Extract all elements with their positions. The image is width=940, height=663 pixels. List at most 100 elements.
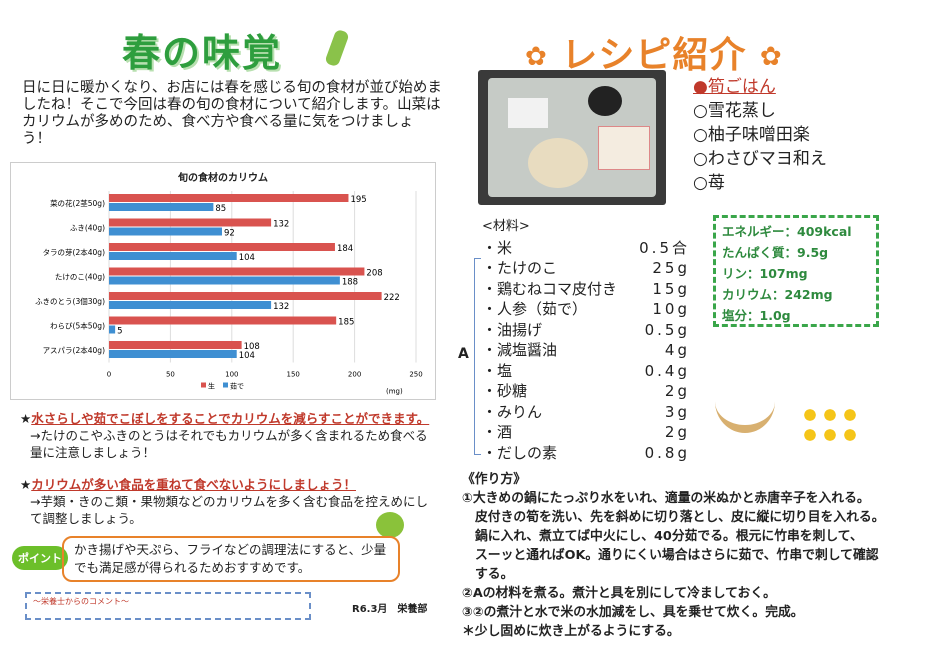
ingredient-row: ・たけのこ 25g xyxy=(482,258,690,279)
step: 皮付きの筍を洗い、先を斜めに切り落とし、皮に縦に切り目を入れる。 xyxy=(475,510,885,525)
ingredient-row: ・砂糖 2g xyxy=(482,381,690,402)
note-1-body: →たけのこやふきのとうはそれでもカリウムが多く含まれるため食べる量に注意しましょ… xyxy=(30,428,428,460)
step: ＊少し固めに炊き上がるようにする。 xyxy=(462,624,680,639)
data-label: 222 xyxy=(384,293,400,303)
data-label: 132 xyxy=(273,220,289,230)
ingredient-name: ・みりん xyxy=(482,402,543,421)
bar-生 xyxy=(109,316,337,325)
bar-茹で xyxy=(109,325,116,334)
ingredient-amount: 2g xyxy=(664,382,690,400)
category-label: アスパラ(2本40g) xyxy=(43,345,106,355)
step: ②Aの材料を煮る。煮汁と具を別にして冷ましておく。 xyxy=(462,586,776,601)
ingredients-label: <材料> xyxy=(482,219,530,234)
sprout-icon xyxy=(324,28,350,68)
note-2-heading: カリウムが多い食品を重ねて食べないようにしましょう！ xyxy=(31,477,356,492)
ingredient-row: ・米 0.5合 xyxy=(482,238,690,259)
ingredient-amount: 25g xyxy=(652,259,690,277)
step: 鍋に入れ、煮立てば中火にし、40分茹でる。根元に竹串を刺して、 xyxy=(475,529,863,544)
data-label: 184 xyxy=(337,244,353,254)
legend-swatch xyxy=(223,382,228,388)
nutrition-box: エネルギー：409kcal たんぱく質：9.5g リン：107mg カリウム：2… xyxy=(713,215,879,327)
category-label: たけのこ(40g) xyxy=(55,273,105,282)
data-label: 5 xyxy=(117,327,122,337)
note-2-body: →芋類・きのこ類・果物類などのカリウムを多く含む食品を控えめにして調整しましょう… xyxy=(30,494,428,526)
bar-生 xyxy=(109,243,335,251)
ingredient-row: ・みりん 3g xyxy=(482,402,690,423)
data-label: 104 xyxy=(239,351,255,361)
ingredient-amount: 10g xyxy=(652,300,690,318)
bar-生 xyxy=(109,194,349,202)
bar-生 xyxy=(109,292,382,300)
ingredient-amount: 0.5g xyxy=(644,320,690,339)
vegetable-icon xyxy=(376,512,404,538)
x-tick-label: 150 xyxy=(287,371,300,379)
menu-item: ●筍ごはん xyxy=(693,77,776,97)
ingredient-name: ・油揚げ xyxy=(482,320,543,339)
ingredient-row: ・だしの素 0.8g xyxy=(482,443,690,464)
ingredient-amount: 2g xyxy=(664,423,690,441)
dietitian-comment-box: ～栄養士からのコメント～ xyxy=(25,592,311,620)
ingredient-row: ・油揚げ 0.5g xyxy=(482,320,690,341)
menu-item: ○柚子味噌田楽 xyxy=(693,125,810,145)
group-bracket xyxy=(474,258,481,455)
step: スーッと通ればOK。通りにくい場合はさらに茹で、竹串で刺して確認 xyxy=(475,548,879,563)
ingredient-row: ・減塩醤油 4g xyxy=(482,340,690,361)
data-label: 132 xyxy=(273,302,289,312)
menu-list: ●筍ごはん ○雪花蒸し ○柚子味噌田楽 ○わさびマヨ和え ○苺 xyxy=(693,75,827,195)
rapeseed-flower-illustration xyxy=(800,405,860,445)
bar-茹で xyxy=(109,276,340,285)
nutrition-protein: たんぱく質：9.5g xyxy=(722,245,829,260)
category-label: タラの芽(2本40g) xyxy=(43,247,106,257)
recipe-title-text: レシピ紹介 xyxy=(561,35,747,76)
step: する。 xyxy=(475,567,514,582)
horsetail-illustration xyxy=(715,370,775,433)
ingredient-name: ・砂糖 xyxy=(482,382,528,400)
ingredient-name: ・塩 xyxy=(482,361,513,380)
nutrition-potassium: カリウム：242mg xyxy=(722,287,833,302)
intro-text: 日に日に暖かくなり、お店には春を感じる旬の食材が並び始めましたね！そこで今回は春… xyxy=(22,80,442,147)
bar-茹で xyxy=(109,203,214,211)
legend-label: 生 xyxy=(208,382,215,391)
ingredient-row: ・鶏むねコマ皮付き 15g xyxy=(482,279,690,300)
menu-item: ○苺 xyxy=(693,173,725,193)
flower-icon: ✿ xyxy=(525,42,548,72)
step: ①大きめの鍋にたっぷり水をいれ、適量の米ぬかと赤唐辛子を入れる。 xyxy=(462,491,870,506)
bar-茹で xyxy=(109,252,237,260)
unit-label: (mg) xyxy=(386,388,403,396)
ingredient-amount: 3g xyxy=(664,402,690,421)
data-label: 188 xyxy=(342,278,358,288)
ingredient-name: ・人参（茹で） xyxy=(482,300,588,318)
data-label: 104 xyxy=(239,253,255,263)
ingredient-name: ・酒 xyxy=(482,423,513,441)
point-box: かき揚げや天ぷら、フライなどの調理法にすると、少量でも満足感が得られるためおすす… xyxy=(62,536,400,582)
category-label: ふきのとう(3個30g) xyxy=(35,296,105,306)
category-label: ふき(40g) xyxy=(70,224,105,233)
group-label: A xyxy=(458,346,469,362)
page-title-spring: 春の味覚 xyxy=(122,31,283,75)
ingredient-name: ・減塩醤油 xyxy=(482,341,558,359)
ingredient-amount: 0.8g xyxy=(644,443,690,462)
ingredient-amount: 0.5合 xyxy=(639,238,690,257)
ingredient-row: ・酒 2g xyxy=(482,422,690,443)
x-tick-label: 200 xyxy=(348,371,361,379)
point-badge: ポイント xyxy=(12,546,68,570)
ingredient-amount: 0.4g xyxy=(644,361,690,380)
x-tick-label: 100 xyxy=(225,371,238,379)
bar-茹で xyxy=(109,350,237,358)
bar-茹で xyxy=(109,227,222,236)
nutrition-phosphorus: リン：107mg xyxy=(722,266,808,281)
category-label: わらび(5本50g) xyxy=(50,321,105,331)
data-label: 208 xyxy=(366,269,382,279)
data-label: 108 xyxy=(244,342,260,352)
instructions: 《作り方》 ①大きめの鍋にたっぷり水をいれ、適量の米ぬかと赤唐辛子を入れる。 皮… xyxy=(462,470,885,641)
potassium-chart: 旬の食材のカリウム 0 50 100 150 200 250 菜の花(2茎50g) 195 85… xyxy=(10,162,436,400)
bar-生 xyxy=(109,267,365,276)
data-label: 92 xyxy=(224,229,235,239)
page-title-recipe: ✿ レシピ紹介 ✿ xyxy=(525,26,783,78)
bar-生 xyxy=(109,218,272,227)
menu-item: ○わさびマヨ和え xyxy=(693,149,827,169)
ingredient-name: ・米 xyxy=(482,238,513,257)
ingredient-name: ・だしの素 xyxy=(482,443,558,462)
data-label: 85 xyxy=(215,204,226,214)
ingredients-list: <材料> ・米 0.5合 ・たけのこ 25g ・鶏むねコマ皮付き 15g ・人参（茹で） 10… xyxy=(482,217,690,463)
